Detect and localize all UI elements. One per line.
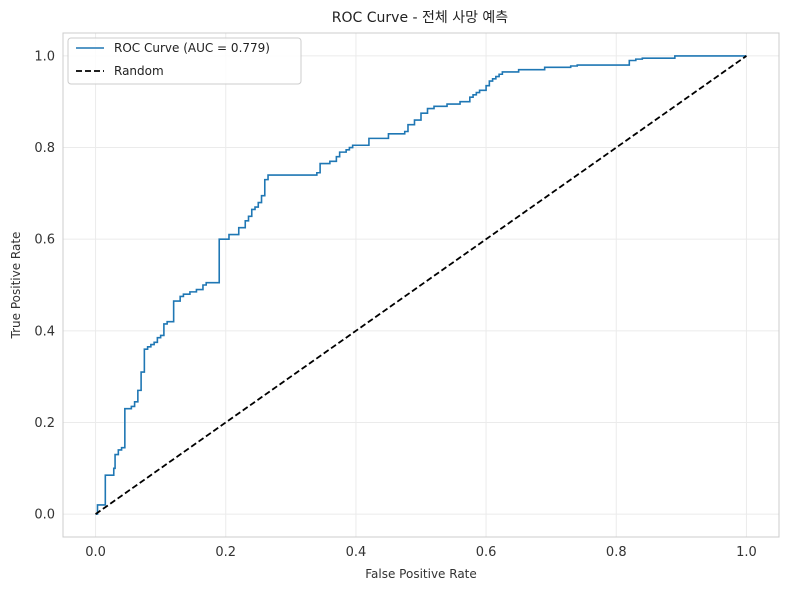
- legend: ROC Curve (AUC = 0.779) Random: [67, 37, 302, 85]
- y-tick-label: 0.2: [34, 416, 55, 431]
- legend-label-random: Random: [114, 64, 164, 78]
- x-tick-label: 1.0: [736, 545, 757, 560]
- chart-title: ROC Curve - 전체 사망 예측: [332, 10, 509, 26]
- roc-curve-line: [95, 55, 747, 515]
- legend-box: [67, 37, 302, 85]
- series-group: [95, 55, 747, 515]
- y-tick-label: 0.0: [34, 508, 55, 523]
- random-baseline-line: [95, 55, 747, 515]
- x-axis-label: False Positive Rate: [365, 567, 477, 581]
- x-tick-label: 0.8: [606, 545, 627, 560]
- x-tick-label: 0.0: [85, 545, 106, 560]
- plot-frame: [62, 32, 780, 538]
- x-tick-label: 0.6: [476, 545, 497, 560]
- x-tick-label: 0.4: [346, 545, 367, 560]
- y-tick-label: 0.6: [34, 233, 55, 248]
- legend-label-roc: ROC Curve (AUC = 0.779): [114, 41, 270, 55]
- y-tick-label: 0.4: [34, 324, 55, 339]
- y-axis-label: True Positive Rate: [9, 232, 23, 340]
- tick-labels: 0.0 0.2 0.4 0.6 0.8 1.0 0.0 0.2 0.4 0.6 0.8 1.0: [34, 49, 756, 560]
- y-tick-label: 0.8: [34, 141, 55, 156]
- y-tick-label: 1.0: [34, 49, 55, 64]
- x-tick-label: 0.2: [215, 545, 236, 560]
